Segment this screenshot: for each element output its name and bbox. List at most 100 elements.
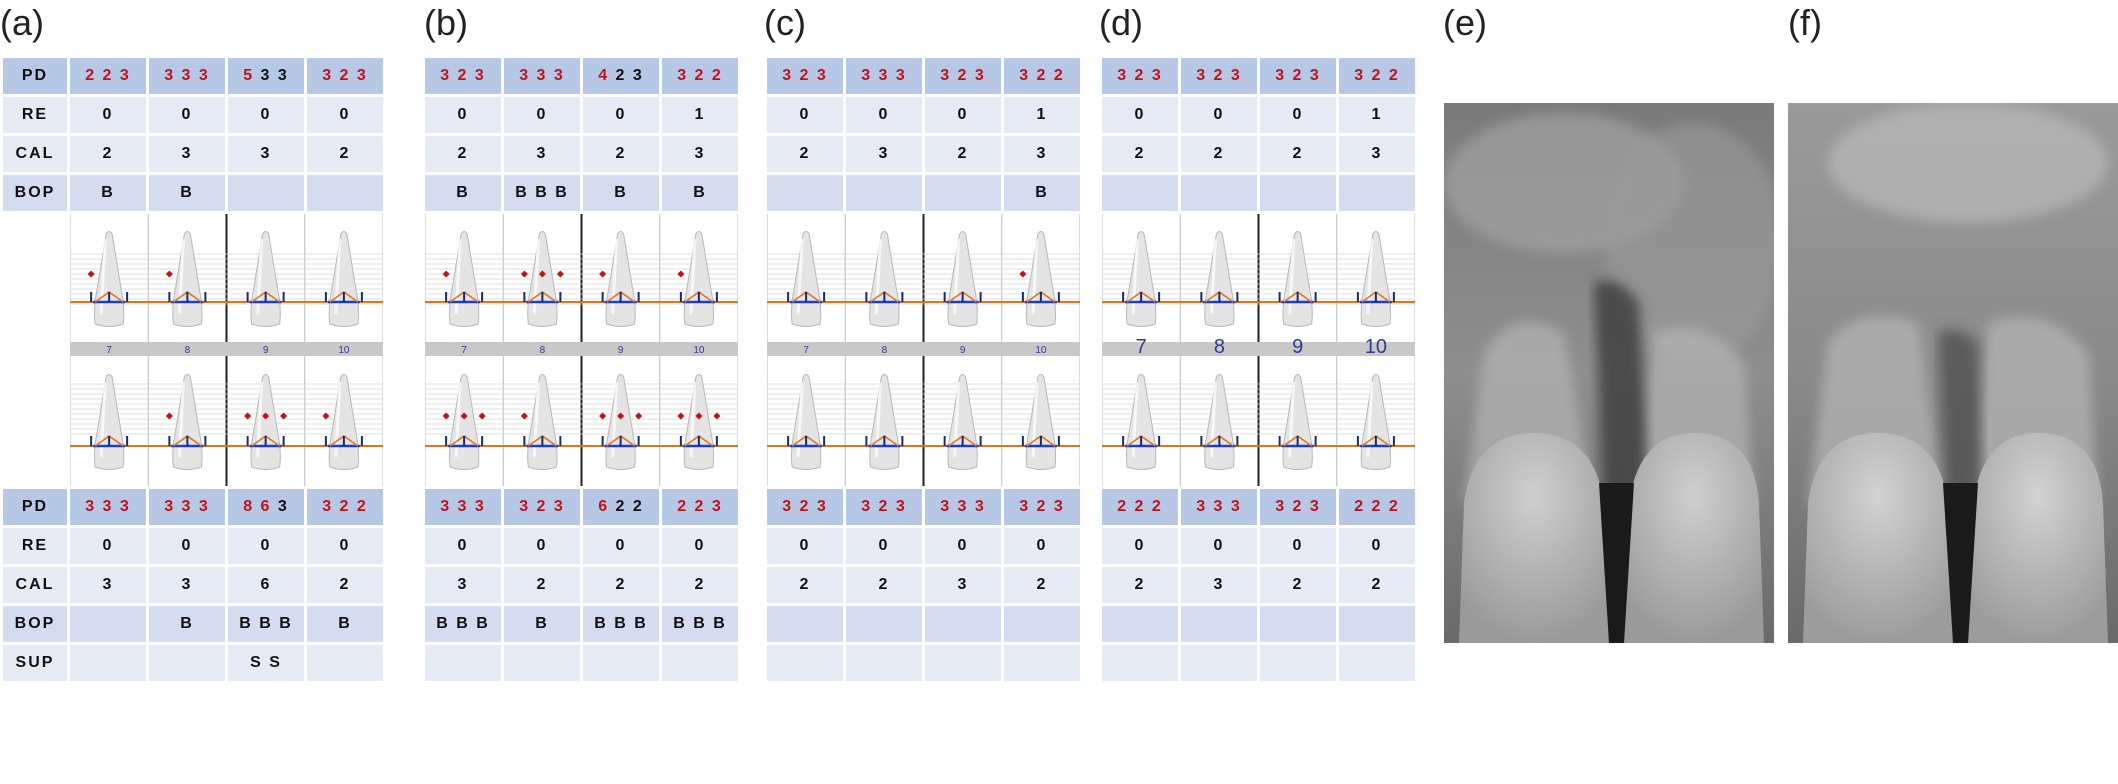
tooth	[1282, 231, 1313, 327]
row-label-cal: CAL	[3, 567, 67, 603]
bop-cell: B	[149, 175, 225, 211]
pd-deep-value: 3 2 3	[940, 67, 986, 84]
re-cell: 0	[307, 528, 383, 564]
bleeding-dot	[695, 412, 703, 420]
tooth-number-label: 10	[1035, 345, 1047, 356]
cal-cell: 2	[504, 567, 580, 603]
re-cell: 0	[1102, 97, 1178, 133]
pd-cell: 3 3 3	[149, 489, 225, 525]
bop-cell: B B B	[504, 175, 580, 211]
bop-cell	[1181, 175, 1257, 211]
cal-cell: 2	[1339, 567, 1415, 603]
bop-cell: B	[1004, 175, 1080, 211]
cal-cell: 3	[846, 136, 922, 172]
tooth-diagram: 7 8 9 10	[1102, 214, 1418, 486]
cal-cell: 2	[662, 567, 738, 603]
bop-cell	[846, 175, 922, 211]
bop-cell	[767, 606, 843, 642]
row-label-pd: PD	[3, 489, 67, 525]
pd-deep-value: 2 2 2	[1354, 498, 1400, 515]
tooth-diagram-svg: 7 8 9 10	[70, 214, 383, 486]
pd-deep-value: 8 6	[243, 498, 272, 515]
cal-cell: 2	[925, 136, 1001, 172]
pd-deep-value: 3 3 3	[940, 498, 986, 515]
bop-cell: B	[307, 606, 383, 642]
tooth	[1204, 231, 1235, 327]
bleeding-dot	[617, 412, 625, 420]
tooth-number-band	[767, 342, 1080, 356]
re-cell: 0	[1260, 528, 1336, 564]
tooth-diagram: 7 8 9 10	[70, 214, 386, 486]
bleeding-dot	[478, 412, 486, 420]
bop-cell	[1260, 606, 1336, 642]
bop-cell	[1339, 606, 1415, 642]
cal-cell: 2	[70, 136, 146, 172]
re-cell: 0	[583, 528, 659, 564]
re-cell: 0	[425, 528, 501, 564]
pd-cell: 2 2 3	[662, 489, 738, 525]
tooth	[328, 231, 360, 327]
bop-cell: B	[149, 606, 225, 642]
pd-deep-value: 3 3 3	[861, 67, 907, 84]
sup-cell	[846, 645, 922, 681]
bop-cell: B	[425, 175, 501, 211]
bop-cell	[70, 606, 146, 642]
sup-cell	[1339, 645, 1415, 681]
tooth-diagram-svg: 7 8 9 10	[1102, 214, 1415, 486]
pd-cell: 3 2 2	[662, 58, 738, 94]
pd-deep-value: 3 2 3	[782, 498, 828, 515]
bop-cell	[1339, 175, 1415, 211]
radiograph-f	[1788, 103, 2118, 643]
pd-deep-value: 2 2 3	[677, 498, 723, 515]
bop-cell: B	[662, 175, 738, 211]
pd-cell: 3 2 3	[307, 58, 383, 94]
pd-cell: 3 3 3	[425, 489, 501, 525]
cal-cell: 3	[425, 567, 501, 603]
cal-cell: 3	[149, 136, 225, 172]
pd-deep-value: 3 3 3	[1196, 498, 1242, 515]
sup-cell	[70, 645, 146, 681]
sup-cell: S S	[228, 645, 304, 681]
pd-cell: 3 2 3	[425, 58, 501, 94]
row-label-re: RE	[3, 528, 67, 564]
bop-cell: B B B	[662, 606, 738, 642]
tooth-number-label: 9	[960, 345, 966, 356]
pd-cell: 3 2 3	[767, 58, 843, 94]
re-cell: 0	[307, 97, 383, 133]
pd-cell: 3 2 2	[307, 489, 383, 525]
tooth-diagram: 7 8 9 10	[767, 214, 1083, 486]
re-cell: 0	[1260, 97, 1336, 133]
pd-cell: 3 2 2	[1339, 58, 1415, 94]
pd-cell: 3 2 3	[925, 58, 1001, 94]
cal-cell: 3	[925, 567, 1001, 603]
sup-cell	[1004, 645, 1080, 681]
tooth-number-label: 8	[1214, 336, 1225, 358]
pd-cell: 3 3 3	[846, 58, 922, 94]
bleeding-dot	[460, 412, 468, 420]
pd-value: 3 3	[254, 67, 289, 84]
tooth-number-band	[425, 342, 738, 356]
bop-cell	[1004, 606, 1080, 642]
re-cell: 0	[925, 97, 1001, 133]
sup-cell	[662, 645, 738, 681]
tooth-diagram-svg: 7 8 9 10	[767, 214, 1080, 486]
cal-cell: 2	[1260, 136, 1336, 172]
pd-deep-value: 3 2 2	[1354, 67, 1400, 84]
pd-deep-value: 3 2 3	[861, 498, 907, 515]
tooth-number-label: 8	[185, 345, 191, 356]
cal-cell: 2	[307, 567, 383, 603]
re-cell: 0	[228, 528, 304, 564]
pd-deep-value: 3 2 3	[322, 67, 368, 84]
bop-cell	[846, 606, 922, 642]
pd-cell: 8 6 3	[228, 489, 304, 525]
re-cell: 0	[925, 528, 1001, 564]
cal-cell: 3	[662, 136, 738, 172]
bleeding-dot	[635, 412, 643, 420]
sup-cell	[149, 645, 225, 681]
pd-cell: 2 2 2	[1339, 489, 1415, 525]
pd-cell: 5 3 3	[228, 58, 304, 94]
row-label-bop: BOP	[3, 606, 67, 642]
